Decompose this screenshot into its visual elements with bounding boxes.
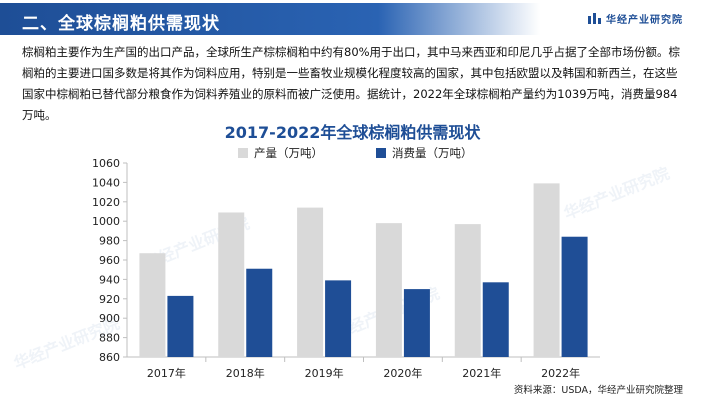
consumption-bar	[561, 236, 588, 357]
brand: 华经产业研究院	[588, 11, 683, 26]
production-bar	[297, 207, 324, 357]
y-tick-label: 900	[99, 312, 120, 325]
production-bar	[533, 183, 560, 357]
consumption-bar	[167, 295, 194, 357]
y-tick-label: 980	[99, 235, 120, 248]
consumption-bar	[482, 282, 509, 357]
y-tick-label: 880	[99, 332, 120, 345]
consumption-bar	[325, 280, 352, 357]
source-note: 资料来源：USDA，华经产业研究院整理	[513, 385, 683, 396]
production-bar	[454, 224, 481, 357]
legend-swatch-production	[238, 148, 248, 158]
y-tick-label: 1000	[92, 215, 120, 228]
y-tick-label: 920	[99, 293, 120, 306]
y-tick-label: 1040	[92, 176, 120, 189]
y-tick-label: 940	[99, 273, 120, 286]
production-bar	[139, 253, 166, 357]
x-tick-label: 2019年	[305, 366, 344, 380]
intro-paragraph: 棕榈粕主要作为生产国的出口产品，全球所生产棕棕榈粕中约有80%用于出口，其中马来…	[22, 45, 681, 122]
x-tick-label: 2020年	[383, 366, 422, 380]
y-tick-label: 860	[99, 351, 120, 364]
x-tick-label: 2017年	[147, 366, 186, 380]
y-tick-label: 960	[99, 254, 120, 267]
brand-logo-icon	[588, 13, 601, 24]
x-tick-label: 2022年	[541, 366, 580, 380]
consumption-bar	[403, 289, 430, 357]
y-tick-label: 1060	[92, 157, 120, 170]
x-tick-label: 2018年	[226, 366, 265, 380]
legend-label-consumption: 消费量（万吨）	[392, 146, 473, 160]
brand-name: 华经产业研究院	[606, 15, 683, 26]
production-bar	[375, 223, 402, 357]
chart-title: 2017-2022年全球棕榈粕供需现状	[224, 123, 481, 142]
y-tick-label: 1020	[92, 196, 120, 209]
consumption-bar	[246, 268, 273, 357]
section-title-bar: 二、全球棕榈粕供需现状	[0, 3, 540, 35]
section-title: 二、全球棕榈粕供需现状	[22, 14, 220, 34]
x-tick-label: 2021年	[462, 366, 501, 380]
legend-label-production: 产量（万吨）	[254, 146, 323, 160]
legend-swatch-consumption	[376, 148, 386, 158]
production-bar	[218, 212, 245, 357]
